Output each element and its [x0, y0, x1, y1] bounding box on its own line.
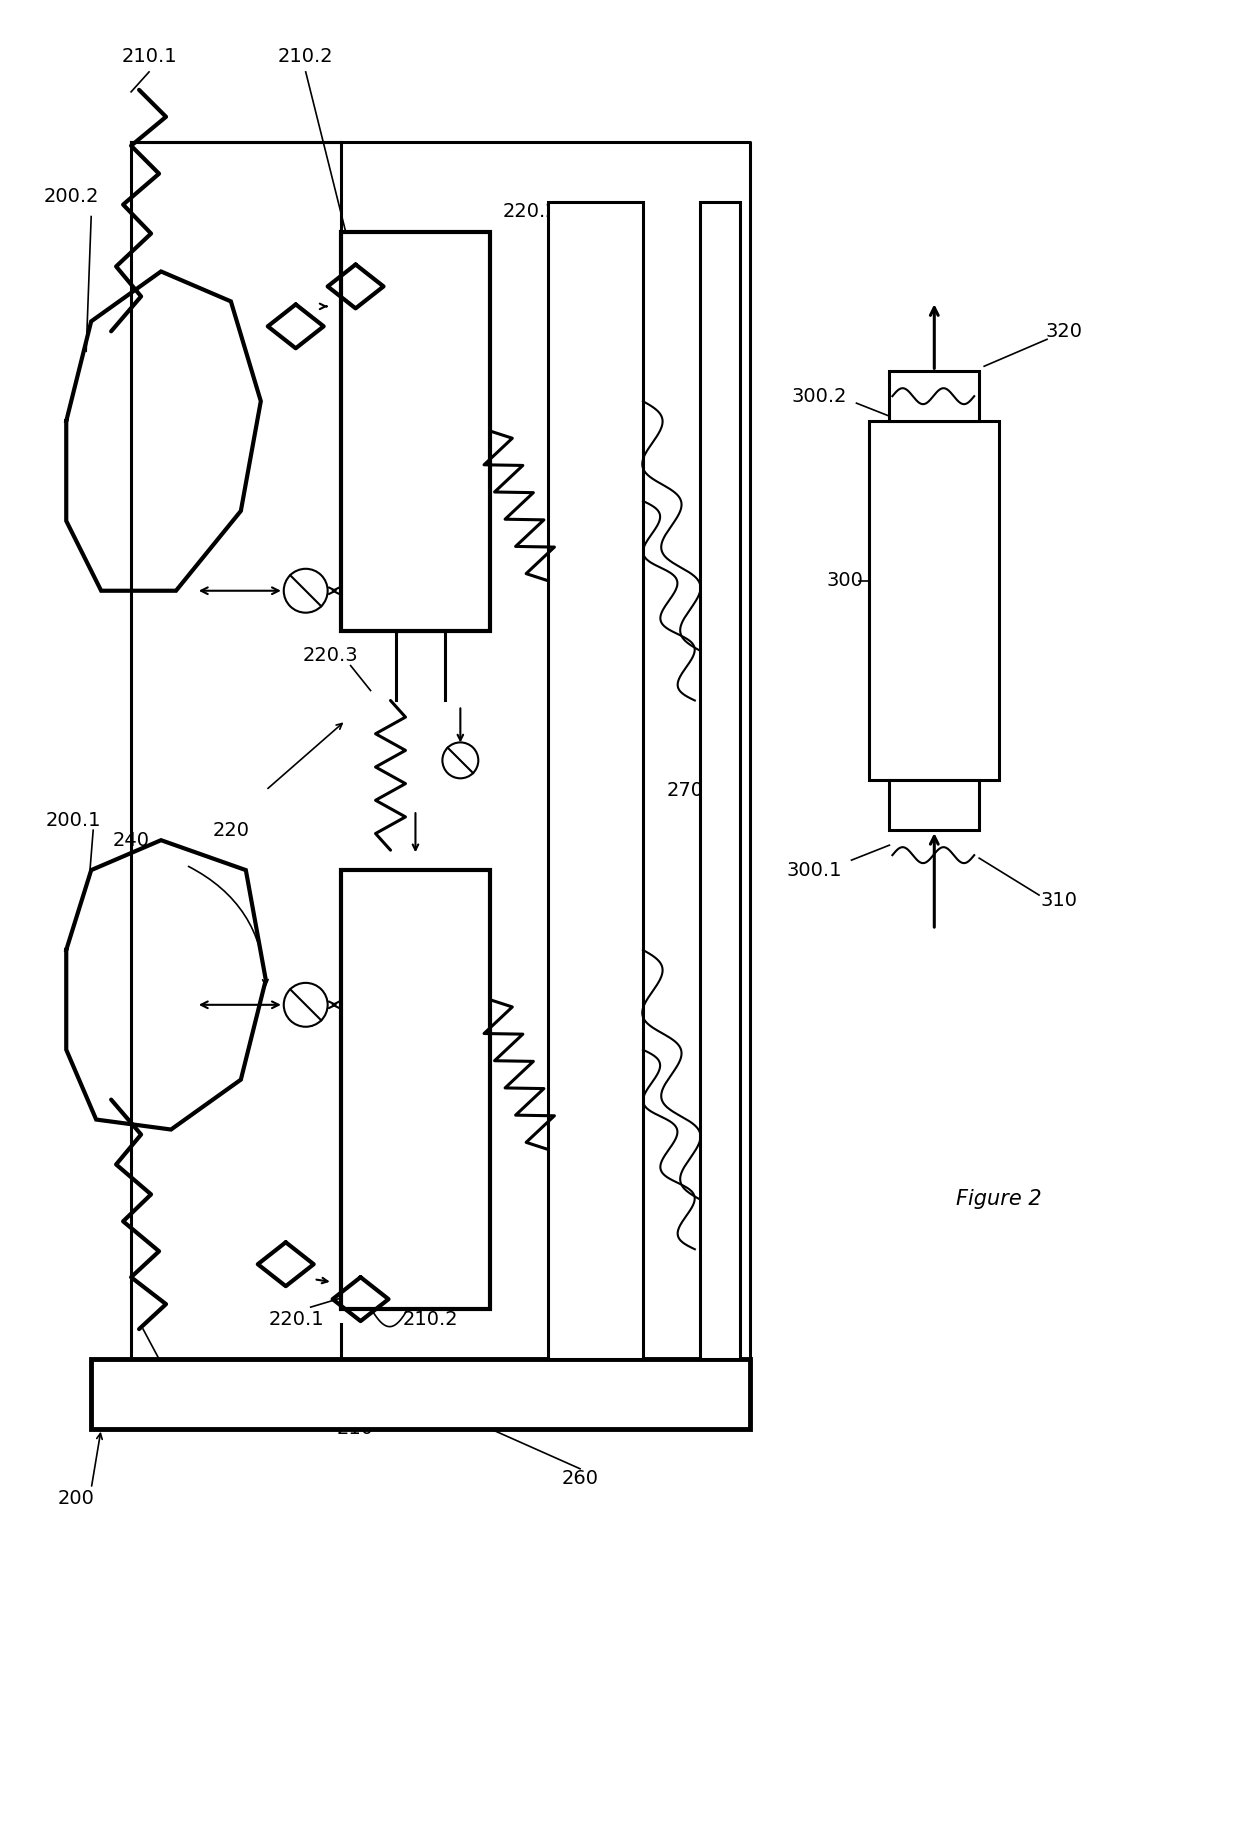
Bar — [869, 422, 999, 781]
Text: 280: 280 — [557, 442, 594, 460]
Text: 220.1: 220.1 — [269, 1309, 325, 1329]
Text: 310: 310 — [1040, 891, 1078, 909]
Text: 210.1: 210.1 — [149, 1364, 203, 1383]
Bar — [889, 372, 980, 422]
Text: 220.2: 220.2 — [502, 203, 558, 221]
Text: Figure 2: Figure 2 — [956, 1189, 1042, 1210]
Text: 200: 200 — [58, 1489, 94, 1508]
Text: 320: 320 — [1045, 322, 1083, 341]
Text: 260: 260 — [562, 1469, 599, 1488]
Bar — [341, 232, 490, 631]
Text: 240: 240 — [113, 830, 150, 851]
Text: 280: 280 — [557, 1011, 594, 1029]
Text: 220: 220 — [212, 821, 249, 839]
Text: 220.3: 220.3 — [303, 646, 358, 665]
Text: 300: 300 — [826, 571, 863, 591]
Text: 210: 210 — [337, 1419, 374, 1438]
Text: 300.1: 300.1 — [787, 860, 842, 880]
Text: 270: 270 — [666, 781, 703, 799]
Bar — [92, 1359, 750, 1429]
Bar — [889, 781, 980, 830]
Text: 300.2: 300.2 — [792, 387, 847, 405]
Text: 210.1: 210.1 — [122, 48, 177, 66]
Bar — [548, 203, 644, 1359]
Text: 210.2: 210.2 — [403, 1309, 459, 1329]
Text: 200.1: 200.1 — [46, 810, 100, 830]
Bar — [699, 203, 740, 1359]
Text: 210.2: 210.2 — [278, 48, 334, 66]
Text: 250: 250 — [579, 781, 616, 799]
Text: 200.2: 200.2 — [43, 188, 99, 206]
Bar — [341, 871, 490, 1309]
